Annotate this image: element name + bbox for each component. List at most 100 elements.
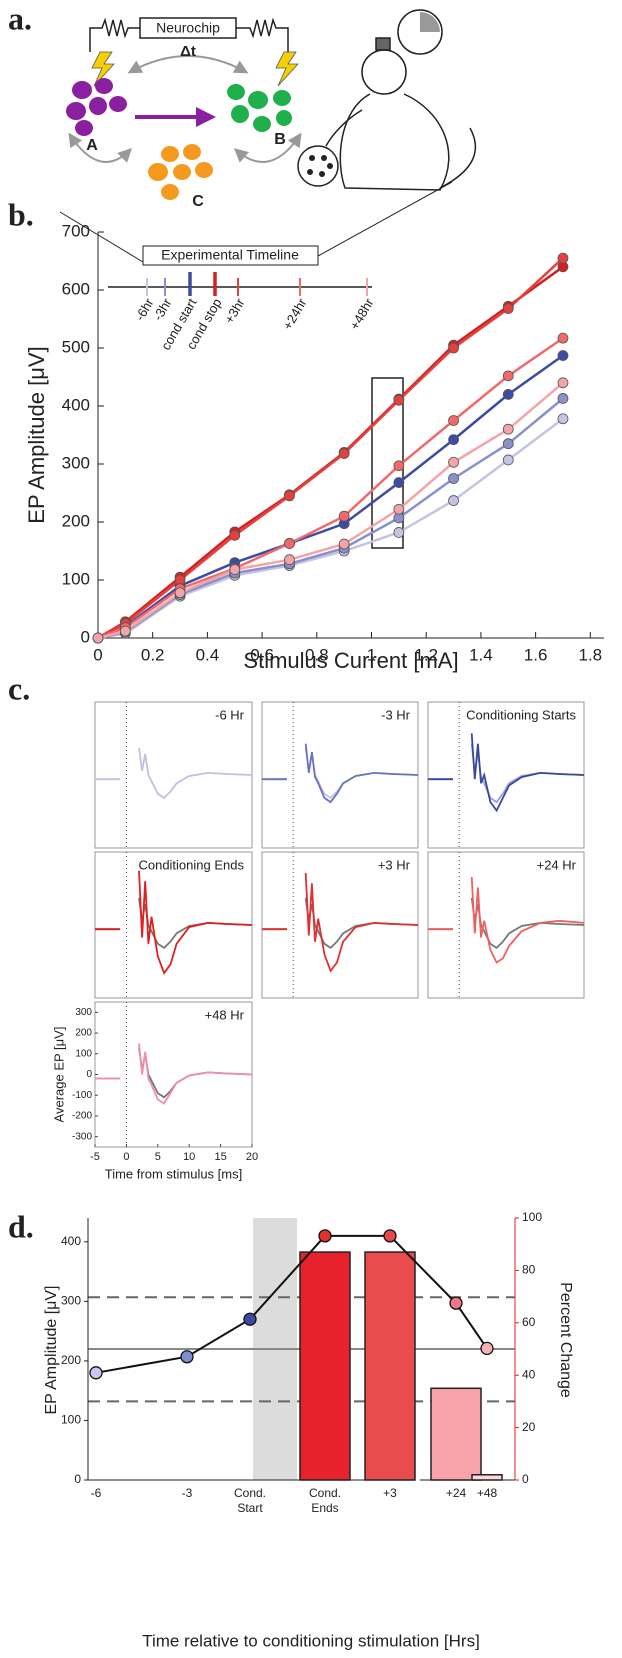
legend-label: -3hr xyxy=(150,295,175,323)
data-point xyxy=(557,413,569,425)
bar xyxy=(430,1387,482,1481)
x-axis-label: Time relative to conditioning stimulatio… xyxy=(142,1631,480,1650)
data-point xyxy=(502,454,514,466)
y-tick-label: 500 xyxy=(62,337,90,356)
data-point xyxy=(229,564,241,575)
data-point xyxy=(448,415,459,426)
bar xyxy=(299,1251,351,1481)
series-line xyxy=(97,257,564,640)
y-tick-label: 100 xyxy=(75,1048,92,1059)
data-point xyxy=(243,1312,257,1326)
x-tick-label: +48 xyxy=(477,1486,498,1500)
y2-axis-label: Percent Change xyxy=(557,1282,574,1398)
data-point xyxy=(448,495,459,506)
data-point xyxy=(448,342,459,354)
data-point xyxy=(284,538,295,549)
y-tick-label: -100 xyxy=(72,1090,92,1101)
data-point xyxy=(448,456,459,468)
x-tick-label: -6 xyxy=(91,1486,102,1500)
data-point xyxy=(393,460,405,472)
x-tick-label: 1.6 xyxy=(524,645,548,664)
series-line xyxy=(97,337,564,640)
clock-hand xyxy=(420,12,440,32)
monkey xyxy=(325,109,363,147)
data-point xyxy=(448,473,459,484)
data-point xyxy=(393,477,405,488)
subplot-frame xyxy=(94,701,253,849)
trace xyxy=(428,876,585,964)
trace xyxy=(95,1047,253,1099)
data-point xyxy=(338,538,350,550)
chip-box xyxy=(139,17,237,39)
data-point xyxy=(89,1366,103,1380)
data-point xyxy=(383,1229,397,1243)
diagram xyxy=(59,9,477,263)
trace xyxy=(428,733,585,813)
data-point xyxy=(448,434,459,446)
data-point xyxy=(92,632,104,644)
bolt xyxy=(275,51,299,87)
subplot-title: Conditioning Ends xyxy=(138,857,244,872)
monkey xyxy=(439,127,477,189)
y-tick-label: -300 xyxy=(72,1131,92,1142)
y-tick-label: 600 xyxy=(62,279,90,298)
trace xyxy=(95,870,253,975)
subplot-frame xyxy=(94,1001,253,1148)
legend-title: Experimental Timeline xyxy=(161,247,299,263)
x-tick-label: 0.4 xyxy=(196,645,220,664)
subplot-frame xyxy=(427,851,585,999)
arrow xyxy=(233,132,302,163)
trace xyxy=(95,747,253,800)
data-point xyxy=(480,1341,494,1356)
x-tick-label: 1.8 xyxy=(579,645,603,664)
x-tick-label: 0.8 xyxy=(305,645,329,664)
wire xyxy=(236,17,289,52)
subplot-title: -3 Hr xyxy=(381,707,411,722)
x-axis-label: Time from stimulus [ms] xyxy=(105,1166,242,1181)
y-tick-label: 0 xyxy=(86,1069,92,1080)
y-tick-label: 300 xyxy=(61,1294,81,1308)
legend-label: +48hr xyxy=(347,295,377,332)
x-tick-label: 1 xyxy=(367,645,376,664)
data-point xyxy=(502,370,514,382)
x-axis-label: Stimulus Current [mA] xyxy=(243,648,458,673)
y-tick-label: 300 xyxy=(75,1007,92,1018)
y2-tick-label: 60 xyxy=(522,1315,536,1329)
trace xyxy=(262,872,419,973)
panel-letter: b. xyxy=(8,196,34,232)
data-point xyxy=(338,510,350,522)
data-point xyxy=(180,1350,194,1364)
bar xyxy=(364,1251,416,1481)
subplot-title: +3 Hr xyxy=(378,857,411,872)
subplot-frame xyxy=(261,851,419,999)
trace xyxy=(262,897,419,950)
x-tick-label: -5 xyxy=(90,1151,100,1163)
data-point xyxy=(557,377,569,389)
wire xyxy=(89,17,140,52)
y-tick-label: 200 xyxy=(61,1353,81,1367)
x-tick-label: Cond. Ends xyxy=(309,1486,341,1515)
trace xyxy=(428,897,585,950)
x-tick-label: +24 xyxy=(446,1486,467,1500)
y2-tick-label: 40 xyxy=(522,1367,536,1381)
y-axis-label: Average EP [μV] xyxy=(51,1027,66,1123)
subplot-frame xyxy=(427,701,585,849)
data-point xyxy=(393,527,405,538)
trace xyxy=(262,743,419,804)
zoom-line xyxy=(317,181,453,257)
legend-label: +3hr xyxy=(221,295,248,326)
ball xyxy=(307,155,333,177)
y-tick-label: 0 xyxy=(81,627,90,646)
monkey xyxy=(361,49,407,95)
legend-label: +24hr xyxy=(280,295,310,332)
subplot-title: Conditioning Starts xyxy=(466,707,576,722)
y-tick-label: 100 xyxy=(62,569,90,588)
bolt xyxy=(91,51,115,87)
y2-tick-label: 0 xyxy=(522,1472,529,1486)
node-label: B xyxy=(274,131,286,148)
x-tick-label: -3 xyxy=(182,1486,193,1500)
data-point xyxy=(449,1296,463,1310)
subplot-title: +24 Hr xyxy=(537,857,577,872)
x-tick-label: 5 xyxy=(155,1151,161,1163)
panel-letter: a. xyxy=(8,0,32,36)
